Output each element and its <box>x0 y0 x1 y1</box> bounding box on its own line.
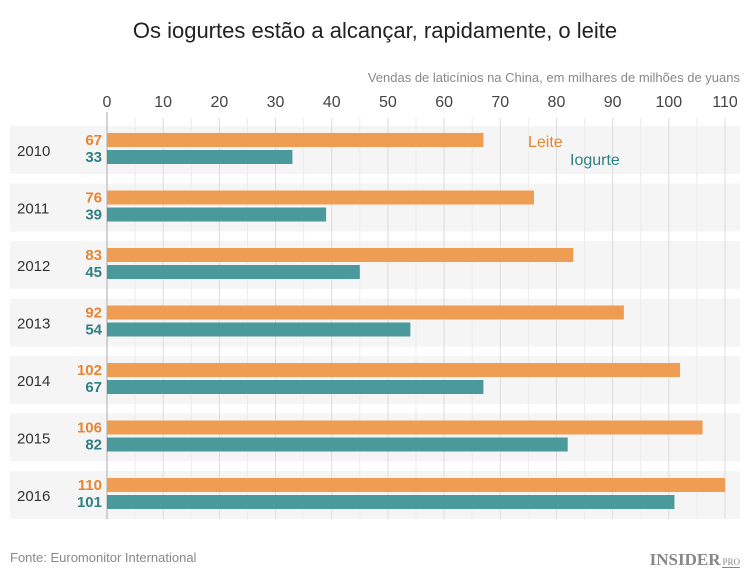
bar-leite <box>107 133 484 147</box>
data-label-iogurte: 33 <box>85 149 102 166</box>
bar-leite <box>107 363 681 377</box>
category-label: 2010 <box>17 143 50 160</box>
bar-leite <box>107 248 574 262</box>
data-label-leite: 83 <box>85 247 102 264</box>
category-label: 2011 <box>17 201 49 218</box>
bar-leite <box>107 478 725 492</box>
x-tick-label: 0 <box>103 94 112 111</box>
data-label-iogurte: 82 <box>85 437 102 454</box>
bar-leite <box>107 190 534 205</box>
data-label-leite: 110 <box>78 477 102 494</box>
x-tick-label: 30 <box>267 94 285 111</box>
category-label: 2013 <box>17 316 50 333</box>
data-label-iogurte: 54 <box>85 322 102 339</box>
category-label: 2015 <box>17 431 50 448</box>
x-tick-label: 80 <box>548 94 566 111</box>
x-tick-label: 50 <box>379 94 397 111</box>
chart-title: Os iogurtes estão a alcançar, rapidament… <box>132 18 618 43</box>
legend-iogurte: Iogurte <box>570 152 620 169</box>
data-label-leite: 67 <box>85 132 102 149</box>
insider-pro-logo: INSIDER PRO <box>649 550 740 569</box>
chart-subtitle: Vendas de laticínios na China, em milhar… <box>367 70 740 85</box>
bar-iogurte <box>107 265 360 279</box>
bar-leite <box>107 420 703 435</box>
x-tick-label: 70 <box>491 94 509 111</box>
bar-iogurte <box>107 322 411 337</box>
source-note: Fonte: Euromonitor International <box>10 550 197 565</box>
data-label-iogurte: 45 <box>85 264 102 281</box>
x-tick-label: 40 <box>323 94 341 111</box>
data-label-iogurte: 39 <box>85 207 102 224</box>
x-tick-label: 90 <box>604 94 622 111</box>
category-label: 2016 <box>17 488 50 505</box>
bar-iogurte <box>107 495 675 509</box>
category-label: 2012 <box>17 258 50 275</box>
bar-iogurte <box>107 207 327 222</box>
bar-iogurte <box>107 437 568 452</box>
x-tick-label: 20 <box>210 94 228 111</box>
category-label: 2014 <box>17 373 50 390</box>
bar-iogurte <box>107 150 293 164</box>
data-label-iogurte: 67 <box>85 379 102 396</box>
data-label-leite: 76 <box>85 190 102 207</box>
data-label-leite: 102 <box>77 362 102 379</box>
legend-leite: Leite <box>528 134 563 151</box>
x-tick-label: 60 <box>435 94 453 111</box>
x-tick-label: 100 <box>655 94 682 111</box>
x-tick-label: 110 <box>712 94 738 111</box>
bar-leite <box>107 305 624 320</box>
x-tick-label: 10 <box>154 94 172 111</box>
bar-iogurte <box>107 380 484 394</box>
data-label-iogurte: 101 <box>77 494 102 511</box>
data-label-leite: 92 <box>85 305 102 322</box>
data-label-leite: 106 <box>77 420 102 437</box>
